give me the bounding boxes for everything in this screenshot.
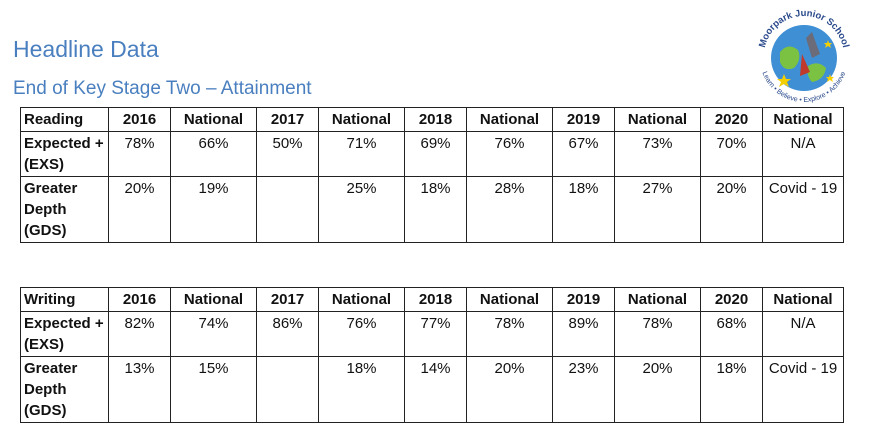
table-cell: 76% [466, 131, 553, 177]
table-cell: 28% [466, 176, 553, 243]
header-cell: National [614, 107, 701, 132]
header-cell: National [170, 107, 257, 132]
header-cell: Reading [20, 107, 109, 132]
header-cell: 2019 [552, 287, 615, 312]
table-cell: 19% [170, 176, 257, 243]
table-cell: 15% [170, 356, 257, 423]
table-cell: 18% [700, 356, 763, 423]
header-cell: 2016 [108, 287, 171, 312]
table-cell: 66% [170, 131, 257, 177]
table-cell: 82% [108, 311, 171, 357]
header-cell: National [170, 287, 257, 312]
table-cell: 68% [700, 311, 763, 357]
table-cell: 86% [256, 311, 319, 357]
table-cell: 27% [614, 176, 701, 243]
table-cell: 78% [614, 311, 701, 357]
table-cell: 78% [108, 131, 171, 177]
table-cell: 73% [614, 131, 701, 177]
row-label: Greater Depth (GDS) [20, 356, 109, 423]
table-cell: 20% [614, 356, 701, 423]
table-cell: 20% [108, 176, 171, 243]
table-cell: 71% [318, 131, 405, 177]
table-cell: 23% [552, 356, 615, 423]
header-cell: 2018 [404, 107, 467, 132]
table-cell [256, 176, 319, 243]
table-row: Expected + (EXS) 78% 66% 50% 71% 69% 76%… [20, 131, 844, 177]
table-cell: 14% [404, 356, 467, 423]
table-cell: 13% [108, 356, 171, 423]
table-cell: N/A [762, 131, 844, 177]
table-cell: 77% [404, 311, 467, 357]
header-cell: 2019 [552, 107, 615, 132]
table-cell: Covid - 19 [762, 176, 844, 243]
row-label: Greater Depth (GDS) [20, 176, 109, 243]
header-cell: Writing [20, 287, 109, 312]
table-cell: 18% [552, 176, 615, 243]
page-title: Headline Data [13, 36, 159, 62]
header-cell: National [466, 107, 553, 132]
table-cell: 89% [552, 311, 615, 357]
table-cell: 78% [466, 311, 553, 357]
table-cell: 25% [318, 176, 405, 243]
header-cell: National [762, 107, 844, 132]
table-cell [256, 356, 319, 423]
table-cell: 70% [700, 131, 763, 177]
header-cell: 2017 [256, 107, 319, 132]
header-cell: 2016 [108, 107, 171, 132]
header-cell: National [466, 287, 553, 312]
page-subtitle: End of Key Stage Two – Attainment [13, 78, 312, 99]
table-cell: 69% [404, 131, 467, 177]
table-header-row: Writing 2016 National 2017 National 2018… [20, 287, 844, 312]
header-cell: 2017 [256, 287, 319, 312]
table-cell: 76% [318, 311, 405, 357]
header-cell: 2018 [404, 287, 467, 312]
header-cell: National [762, 287, 844, 312]
table-header-row: Reading 2016 National 2017 National 2018… [20, 107, 844, 132]
header-cell: 2020 [700, 107, 763, 132]
header-cell: 2020 [700, 287, 763, 312]
header-cell: National [614, 287, 701, 312]
reading-attainment-table: Reading 2016 National 2017 National 2018… [20, 107, 844, 243]
table-cell: 20% [700, 176, 763, 243]
row-label: Expected + (EXS) [20, 131, 109, 177]
header-cell: National [318, 107, 405, 132]
header-cell: National [318, 287, 405, 312]
table-cell: 18% [318, 356, 405, 423]
table-cell: N/A [762, 311, 844, 357]
table-cell: 67% [552, 131, 615, 177]
school-logo: Moorpark Junior School Learn • Believe •… [757, 8, 851, 104]
table-row: Expected + (EXS) 82% 74% 86% 76% 77% 78%… [20, 311, 844, 357]
table-cell: 18% [404, 176, 467, 243]
writing-attainment-table: Writing 2016 National 2017 National 2018… [20, 287, 844, 423]
table-cell: Covid - 19 [762, 356, 844, 423]
table-row: Greater Depth (GDS) 13% 15% 18% 14% 20% … [20, 356, 844, 423]
table-cell: 20% [466, 356, 553, 423]
table-cell: 50% [256, 131, 319, 177]
table-cell: 74% [170, 311, 257, 357]
row-label: Expected + (EXS) [20, 311, 109, 357]
table-row: Greater Depth (GDS) 20% 19% 25% 18% 28% … [20, 176, 844, 243]
